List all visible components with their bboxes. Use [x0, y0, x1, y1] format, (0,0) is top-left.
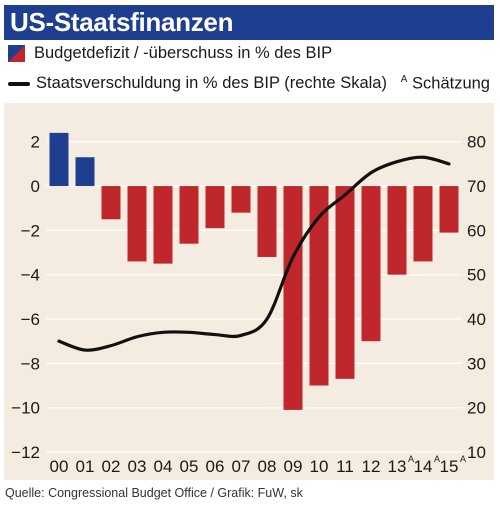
x-tick-label-11: 11: [336, 457, 354, 476]
y-right-tick-label: 70: [467, 177, 486, 196]
legend-bar-label: Budgetdefizit / -überschuss in % des BIP: [34, 44, 333, 62]
bar-11: [335, 186, 355, 379]
y-left-tick-label: −8: [21, 354, 40, 373]
legend-item-bars: Budgetdefizit / -überschuss in % des BIP: [8, 44, 332, 63]
x-tick-label-04: 04: [154, 457, 173, 476]
y-left-tick-label: −10: [11, 399, 40, 418]
estimate-label: Schätzung: [412, 74, 490, 93]
y-left-tick-label: −2: [21, 221, 40, 240]
estimate-mark-13: A: [408, 454, 414, 464]
estimate-mark: A: [400, 74, 408, 85]
bar-02: [101, 186, 121, 220]
estimate-note: A Schätzung: [401, 74, 490, 94]
x-tick-label-12: 12: [362, 457, 381, 476]
y-left-tick-label: 2: [31, 133, 40, 152]
x-tick-label-02: 02: [102, 457, 121, 476]
estimate-mark-15: A: [460, 454, 466, 464]
line-swatch-icon: [8, 81, 30, 86]
x-tick-label-03: 03: [128, 457, 147, 476]
y-right-tick-label: 80: [467, 133, 486, 152]
bar-04: [153, 186, 173, 264]
y-right-tick-label: 60: [467, 221, 486, 240]
x-tick-label-09: 09: [284, 457, 303, 476]
legend-item-line: Staatsverschuldung in % des BIP (rechte …: [8, 74, 387, 93]
bar-10: [309, 186, 329, 386]
y-right-tick-label: 20: [467, 399, 486, 418]
bar-14: [413, 186, 433, 262]
estimate-mark-14: A: [434, 454, 440, 464]
bar-15: [439, 186, 459, 233]
bar-12: [361, 186, 381, 342]
bar-swatch-icon: [8, 45, 25, 62]
bar-06: [205, 186, 225, 229]
bar-07: [231, 186, 251, 213]
source-footer: Quelle: Congressional Budget Office / Gr…: [5, 486, 303, 500]
x-tick-label-07: 07: [232, 457, 251, 476]
bar-09: [283, 186, 303, 410]
bar-01: [75, 157, 95, 187]
y-right-tick-label: 40: [467, 310, 486, 329]
bar-03: [127, 186, 147, 262]
x-tick-label-14: 14: [414, 457, 433, 476]
y-right-tick-label: 30: [467, 354, 486, 373]
y-right-tick-label: 10: [467, 443, 486, 462]
y-right-tick-label: 50: [467, 266, 486, 285]
y-left-tick-label: −12: [11, 443, 40, 462]
x-tick-label-08: 08: [258, 457, 277, 476]
bar-00: [49, 132, 69, 187]
x-tick-label-13: 13: [388, 457, 407, 476]
y-left-tick-label: 0: [31, 177, 40, 196]
x-tick-label-00: 00: [50, 457, 69, 476]
y-left-tick-label: −4: [21, 266, 40, 285]
y-left-tick-label: −6: [21, 310, 40, 329]
x-tick-label-06: 06: [206, 457, 225, 476]
bar-05: [179, 186, 199, 244]
legend-line-label: Staatsverschuldung in % des BIP (rechte …: [36, 74, 387, 92]
x-tick-label-15: 15: [440, 457, 459, 476]
x-tick-label-01: 01: [76, 457, 95, 476]
x-tick-label-10: 10: [310, 457, 329, 476]
debt-ratio-line: [57, 155, 451, 352]
chart-title: US-Staatsfinanzen: [10, 7, 234, 37]
bar-13: [387, 186, 407, 275]
x-tick-label-05: 05: [180, 457, 199, 476]
title-bar: US-Staatsfinanzen: [4, 5, 494, 40]
bar-08: [257, 186, 277, 257]
